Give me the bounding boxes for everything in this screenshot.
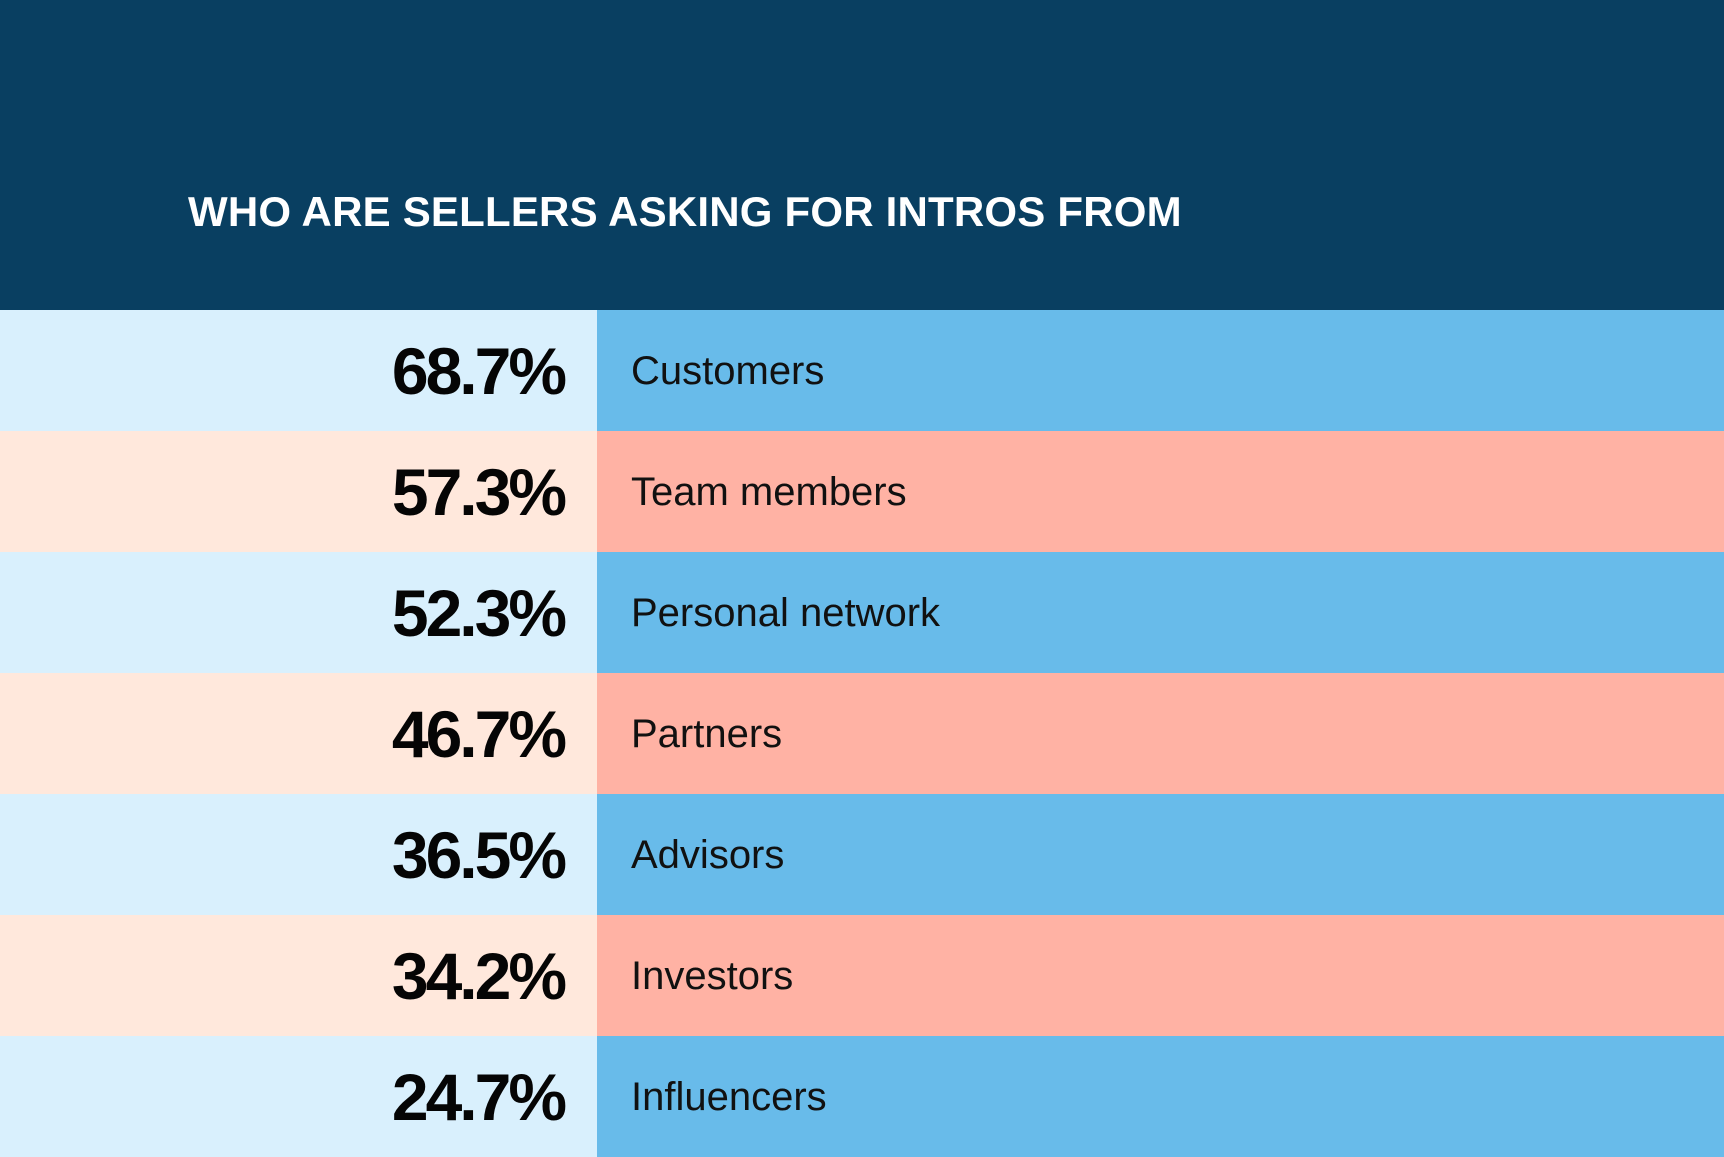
value-cell: 34.2%	[0, 915, 597, 1036]
value-label: 36.5%	[391, 817, 567, 892]
category-label: Influencers	[631, 1074, 827, 1119]
value-cell: 24.7%	[0, 1036, 597, 1157]
category-label: Team members	[631, 469, 907, 514]
table-row: 57.3% Team members	[0, 431, 1724, 552]
value-label: 57.3%	[391, 454, 567, 529]
category-label: Personal network	[631, 590, 941, 635]
chart-header: WHO ARE SELLERS ASKING FOR INTROS FROM	[0, 0, 1724, 310]
category-cell: Investors	[597, 915, 1724, 1036]
category-cell: Customers	[597, 310, 1724, 431]
value-label: 24.7%	[391, 1059, 567, 1134]
data-table: 68.7% Customers 57.3% Team members 52.3%…	[0, 310, 1724, 1157]
category-label: Customers	[631, 348, 825, 393]
category-cell: Partners	[597, 673, 1724, 794]
category-label: Investors	[631, 953, 794, 998]
table-row: 68.7% Customers	[0, 310, 1724, 431]
category-label: Advisors	[631, 832, 785, 877]
value-cell: 52.3%	[0, 552, 597, 673]
category-label: Partners	[631, 711, 783, 756]
value-cell: 68.7%	[0, 310, 597, 431]
value-label: 68.7%	[391, 333, 567, 408]
table-row: 34.2% Investors	[0, 915, 1724, 1036]
table-row: 46.7% Partners	[0, 673, 1724, 794]
value-label: 34.2%	[391, 938, 567, 1013]
table-row: 36.5% Advisors	[0, 794, 1724, 915]
value-label: 46.7%	[391, 696, 567, 771]
chart-title: WHO ARE SELLERS ASKING FOR INTROS FROM	[188, 188, 1182, 235]
category-cell: Personal network	[597, 552, 1724, 673]
category-cell: Influencers	[597, 1036, 1724, 1157]
value-label: 52.3%	[391, 575, 567, 650]
category-cell: Advisors	[597, 794, 1724, 915]
value-cell: 36.5%	[0, 794, 597, 915]
value-cell: 57.3%	[0, 431, 597, 552]
table-row: 52.3% Personal network	[0, 552, 1724, 673]
category-cell: Team members	[597, 431, 1724, 552]
table-row: 24.7% Influencers	[0, 1036, 1724, 1157]
value-cell: 46.7%	[0, 673, 597, 794]
